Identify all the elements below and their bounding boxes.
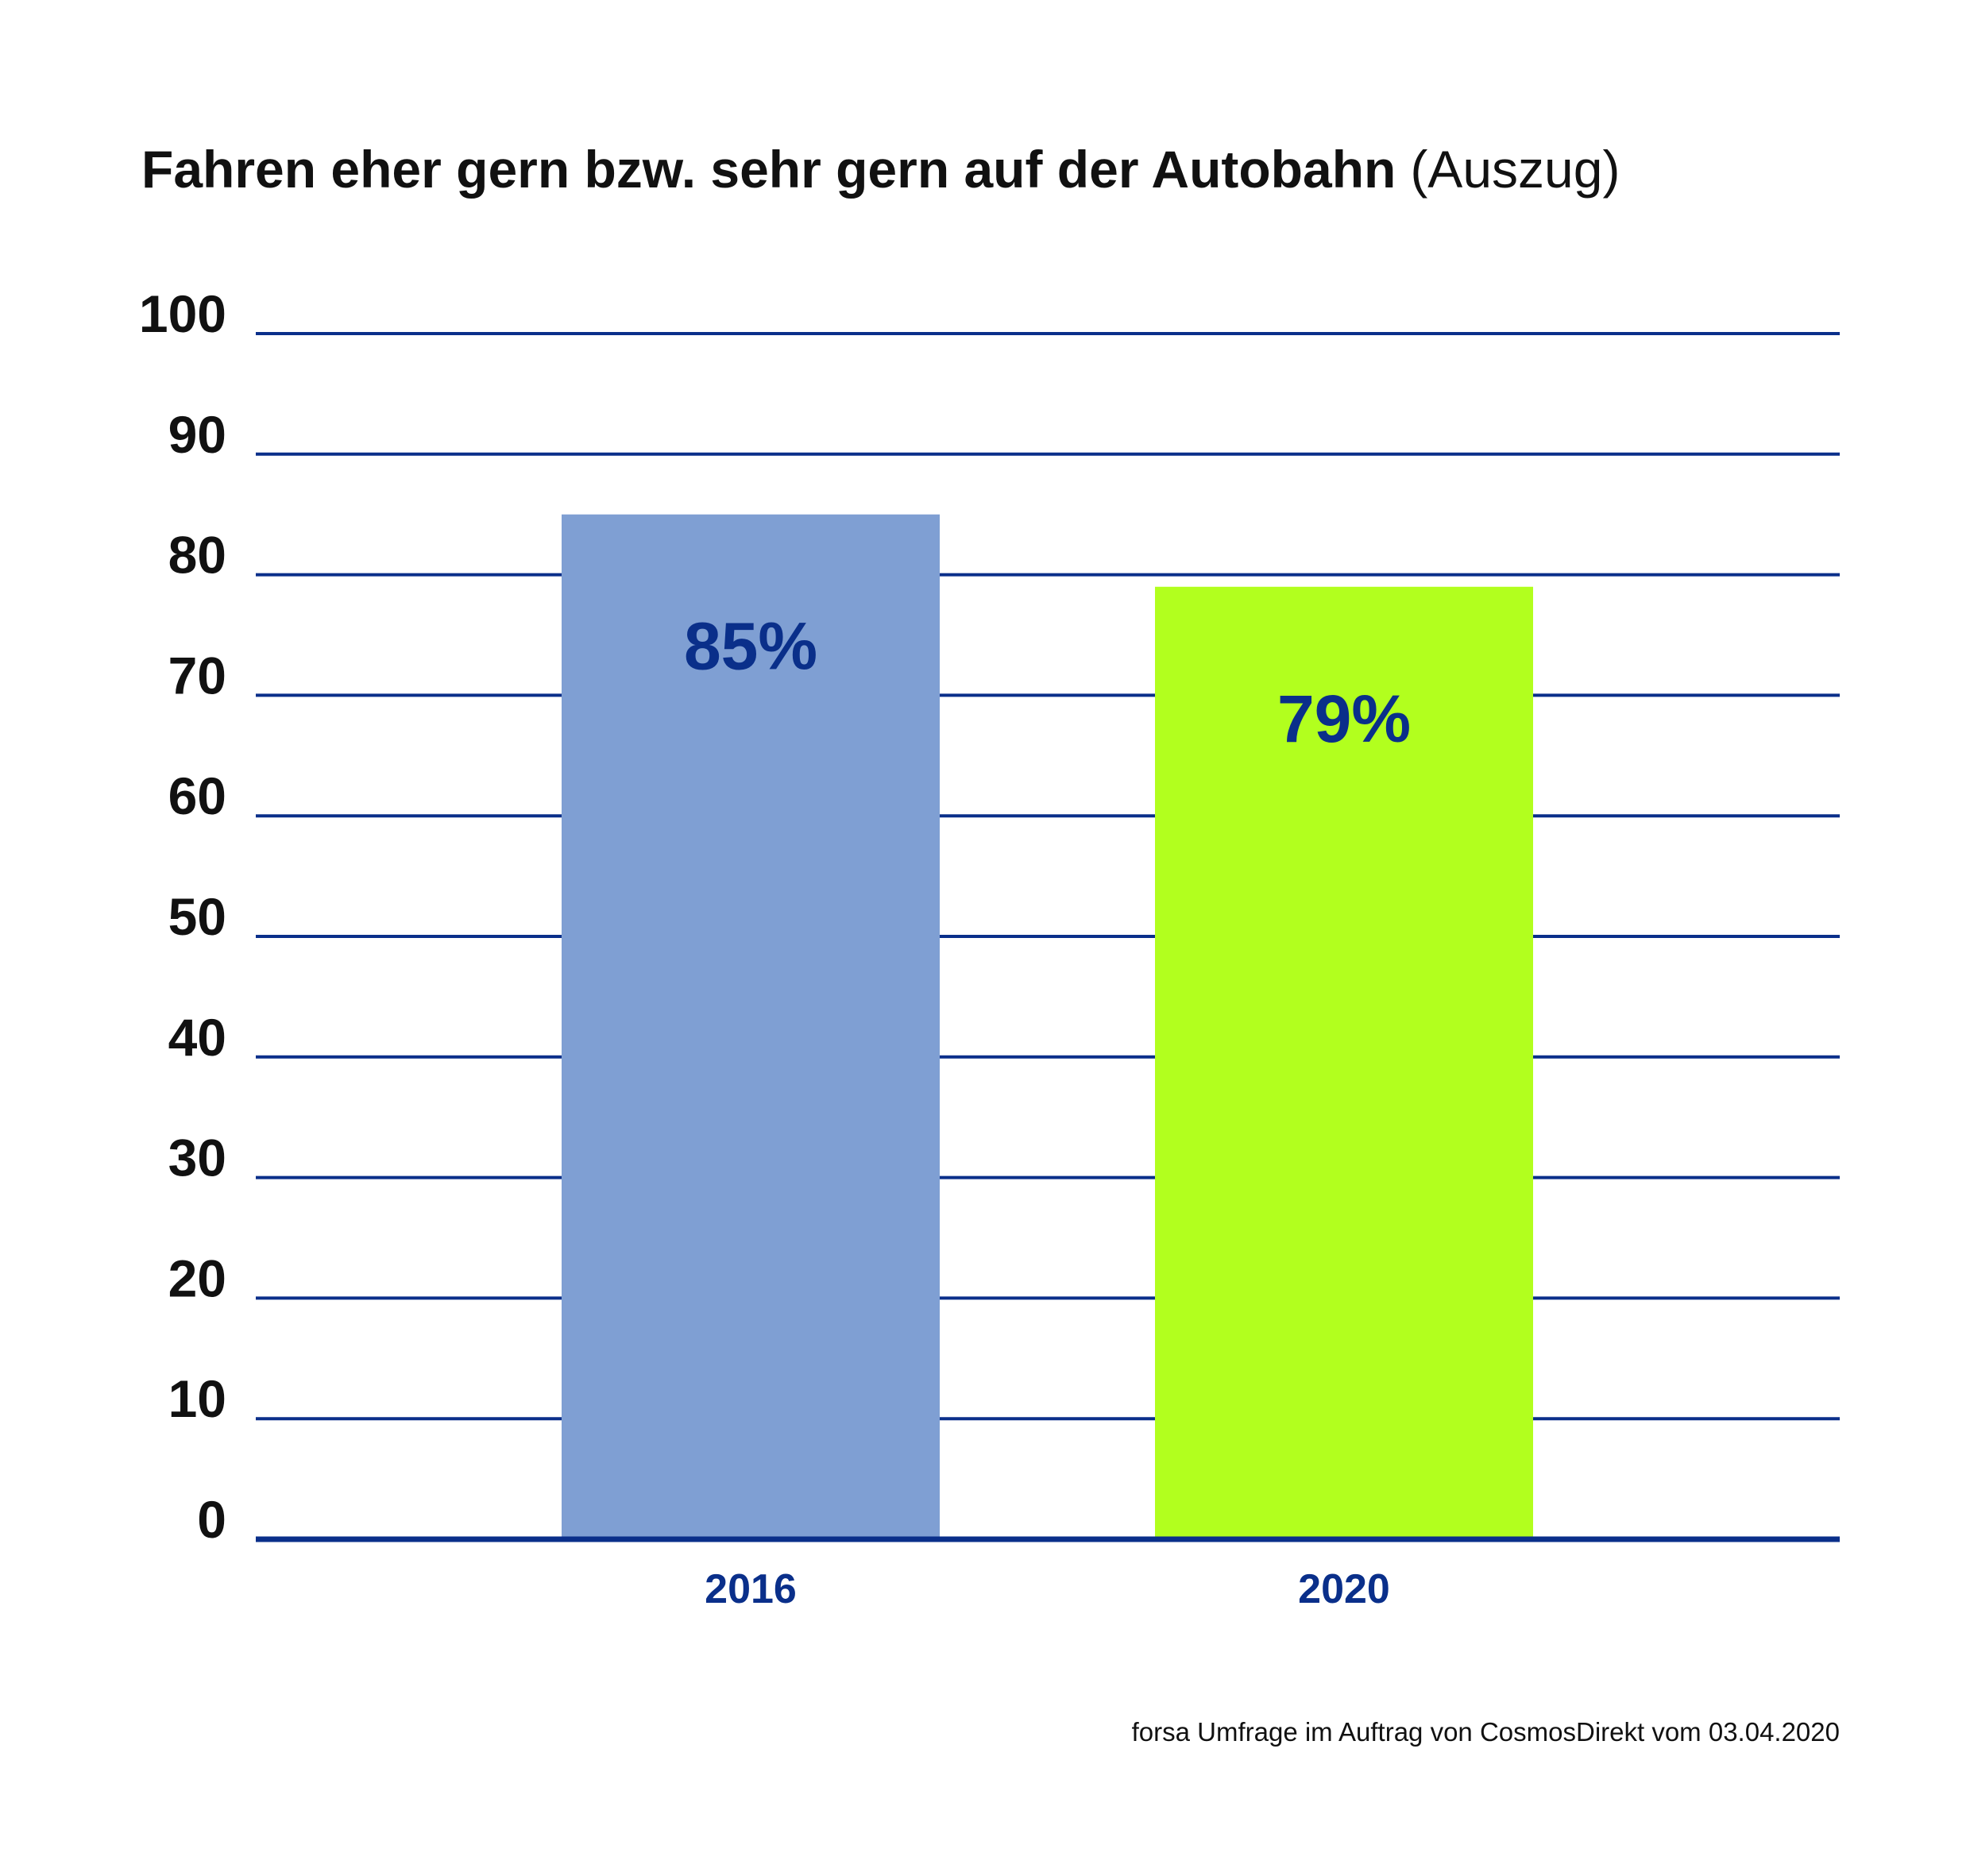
y-tick-label: 30 bbox=[168, 1129, 226, 1187]
y-tick-label: 70 bbox=[168, 646, 226, 704]
source-note: forsa Umfrage im Auftrag von CosmosDirek… bbox=[1132, 1717, 1840, 1747]
y-tick-label: 0 bbox=[197, 1490, 226, 1549]
x-category-label: 2020 bbox=[1298, 1566, 1390, 1612]
bar-2016 bbox=[562, 514, 940, 1540]
bar-2020 bbox=[1155, 586, 1533, 1539]
y-axis-ticks: 0 10 20 30 40 50 60 70 80 90 100 bbox=[139, 284, 226, 1549]
chart-title-main: Fahren eher gern bzw. sehr gern auf der … bbox=[141, 140, 1396, 199]
y-tick-label: 40 bbox=[168, 1008, 226, 1067]
y-tick-label: 80 bbox=[168, 526, 226, 585]
data-label-2020: 79% bbox=[1277, 681, 1411, 756]
chart-title: Fahren eher gern bzw. sehr gern auf der … bbox=[141, 140, 1620, 199]
x-axis-categories: 2016 2020 bbox=[705, 1566, 1390, 1612]
bars bbox=[562, 514, 1533, 1540]
data-labels: 85% 79% bbox=[684, 609, 1411, 756]
y-tick-label: 20 bbox=[168, 1249, 226, 1307]
y-tick-label: 50 bbox=[168, 887, 226, 946]
chart-title-suffix: (Auszug) bbox=[1410, 140, 1620, 199]
y-tick-label: 10 bbox=[168, 1369, 226, 1428]
x-category-label: 2016 bbox=[705, 1566, 797, 1612]
gridlines bbox=[256, 332, 1840, 1421]
y-tick-label: 90 bbox=[168, 405, 226, 464]
y-tick-label: 100 bbox=[139, 284, 226, 343]
data-label-2016: 85% bbox=[684, 609, 817, 684]
y-tick-label: 60 bbox=[168, 766, 226, 825]
